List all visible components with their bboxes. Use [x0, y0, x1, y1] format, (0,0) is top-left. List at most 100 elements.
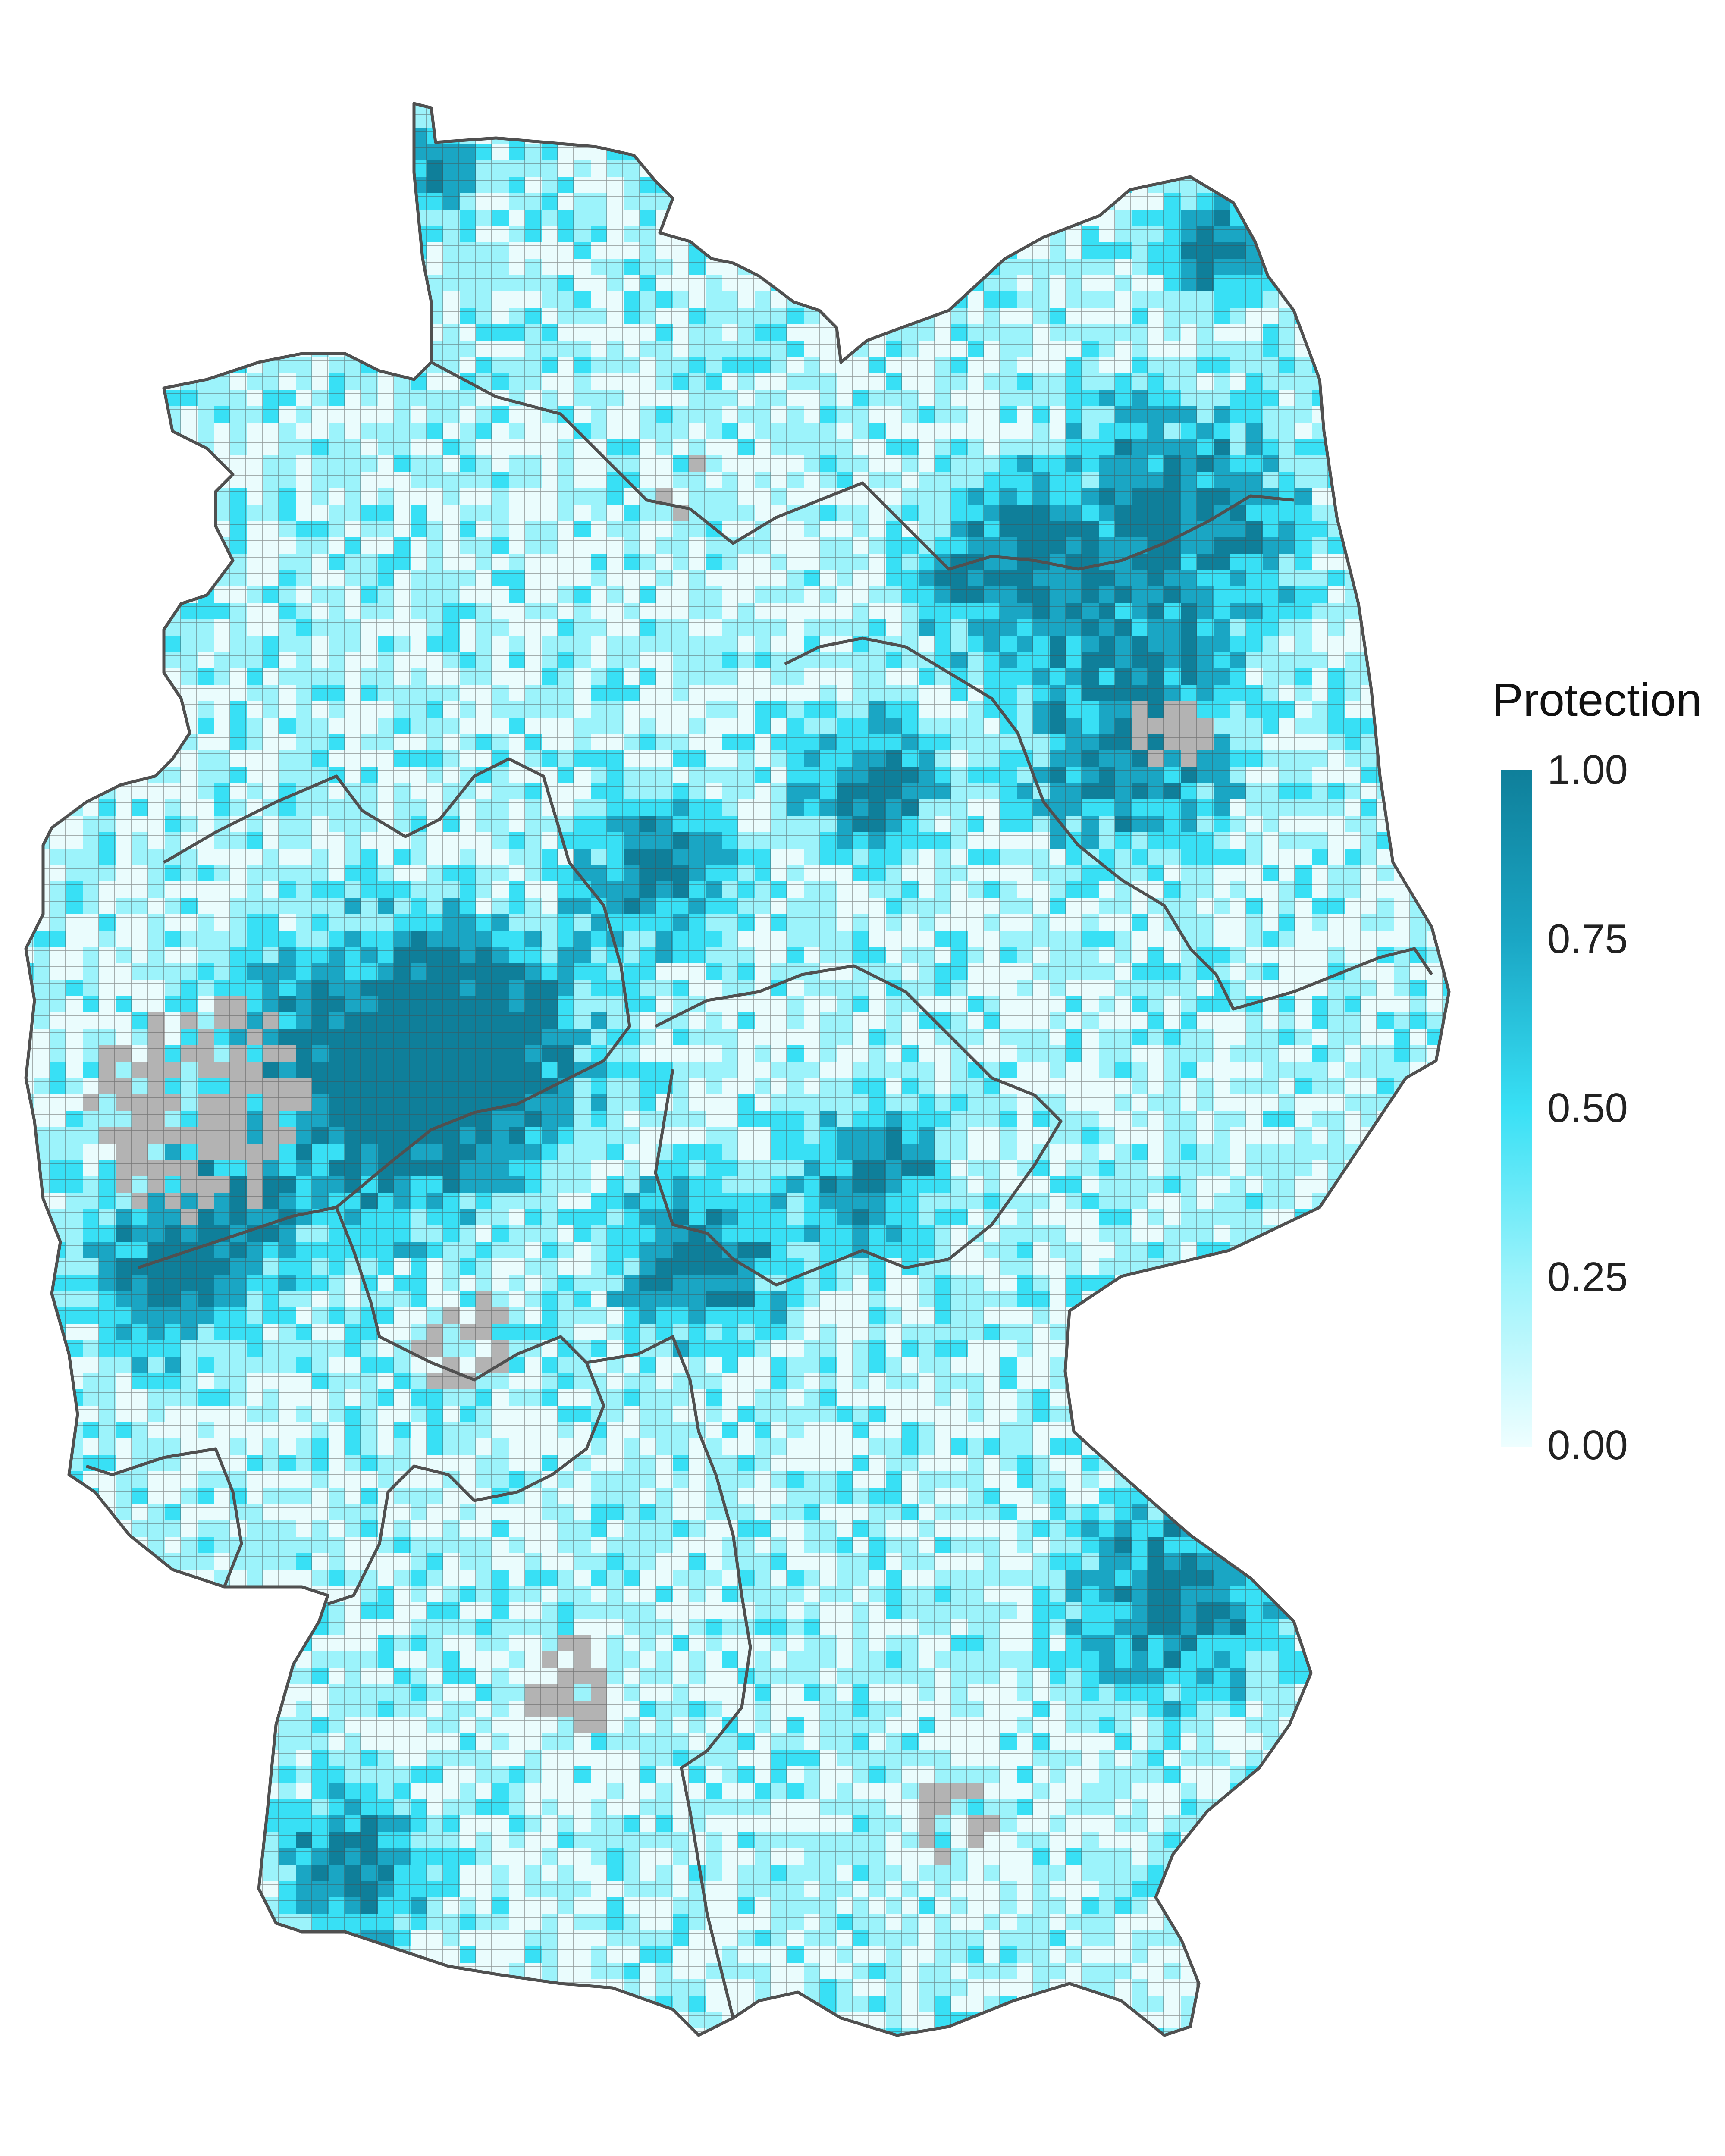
- grid-cell: [1345, 111, 1361, 128]
- grid-cell: [1312, 1324, 1328, 1340]
- grid-cell: [902, 291, 919, 308]
- grid-cell: [1328, 1455, 1345, 1471]
- grid-cell: [1279, 103, 1295, 111]
- grid-cell: [66, 472, 83, 488]
- grid-cell: [26, 357, 34, 373]
- grid-cell: [1197, 103, 1214, 111]
- grid-cell: [34, 1389, 50, 1406]
- grid-cell: [230, 275, 247, 291]
- grid-cell: [247, 160, 263, 177]
- grid-cell: [1197, 1291, 1214, 1307]
- grid-cell: [50, 193, 66, 210]
- grid-cell: [83, 308, 99, 324]
- grid-cell: [198, 488, 214, 505]
- grid-cell: [165, 488, 181, 505]
- grid-cell: [116, 505, 132, 521]
- grid-cell: [181, 554, 198, 570]
- grid-cell: [50, 767, 66, 783]
- grid-cell: [247, 259, 263, 275]
- grid-cell: [148, 226, 165, 242]
- grid-cell: [148, 193, 165, 210]
- grid-cell: [1246, 144, 1263, 160]
- grid-cell: [1197, 144, 1214, 160]
- grid-cell: [99, 177, 116, 193]
- grid-cell: [1279, 160, 1295, 177]
- grid-cell: [165, 111, 181, 128]
- grid-cell: [83, 750, 99, 767]
- grid-cell: [1361, 242, 1377, 259]
- grid-cell: [34, 1340, 50, 1357]
- grid-cell: [706, 193, 722, 210]
- grid-cell: [361, 193, 378, 210]
- grid-cell: [1263, 111, 1279, 128]
- grid-cell: [83, 636, 99, 652]
- grid-cell: [26, 144, 34, 160]
- grid-cell: [50, 505, 66, 521]
- grid-cell: [1099, 103, 1115, 111]
- grid-cell: [214, 259, 230, 275]
- grid-cell: [247, 275, 263, 291]
- grid-cell: [247, 291, 263, 308]
- grid-cell: [329, 324, 345, 341]
- grid-cell: [1197, 1340, 1214, 1357]
- grid-cell: [198, 210, 214, 226]
- grid-cell: [66, 537, 83, 554]
- grid-cell: [116, 193, 132, 210]
- grid-cell: [902, 193, 919, 210]
- grid-cell: [1295, 259, 1312, 275]
- grid-cell: [26, 1438, 34, 1455]
- grid-cell: [230, 291, 247, 308]
- grid-cell: [1443, 1209, 1449, 1225]
- grid-cell: [1443, 750, 1449, 767]
- grid-cell: [1443, 111, 1449, 128]
- grid-cell: [1099, 1324, 1115, 1340]
- grid-cell: [329, 160, 345, 177]
- grid-cell: [394, 177, 411, 193]
- grid-cell: [1263, 177, 1279, 193]
- grid-cell: [1443, 341, 1449, 357]
- grid-cell: [820, 275, 837, 291]
- grid-cell: [165, 537, 181, 554]
- grid-cell: [837, 242, 853, 259]
- grid-cell: [1377, 1242, 1394, 1258]
- grid-cell: [66, 259, 83, 275]
- grid-cell: [99, 570, 116, 586]
- grid-cell: [26, 439, 34, 455]
- grid-cell: [1377, 423, 1394, 439]
- grid-cell: [26, 1225, 34, 1242]
- grid-cell: [230, 128, 247, 144]
- grid-cell: [1181, 1291, 1197, 1307]
- grid-cell: [1099, 1357, 1115, 1373]
- grid-cell: [787, 144, 804, 160]
- grid-cell: [492, 103, 509, 111]
- grid-cell: [1164, 1275, 1181, 1291]
- grid-cell: [1394, 242, 1410, 259]
- grid-cell: [1394, 390, 1410, 406]
- grid-cell: [1148, 1275, 1164, 1291]
- grid-cell: [214, 103, 230, 111]
- grid-cell: [66, 734, 83, 750]
- grid-cell: [1394, 1324, 1410, 1340]
- grid-cell: [755, 259, 771, 275]
- grid-cell: [1345, 324, 1361, 341]
- grid-cell: [1394, 1357, 1410, 1373]
- grid-cell: [902, 177, 919, 193]
- grid-cell: [1295, 1406, 1312, 1422]
- grid-cell: [1361, 603, 1377, 619]
- grid-cell: [50, 1455, 66, 1471]
- grid-cell: [1345, 275, 1361, 291]
- grid-cell: [181, 505, 198, 521]
- grid-cell: [1377, 636, 1394, 652]
- grid-cell: [1328, 1340, 1345, 1357]
- grid-cell: [361, 160, 378, 177]
- grid-cell: [99, 668, 116, 685]
- grid-cell: [66, 701, 83, 718]
- grid-cell: [198, 537, 214, 554]
- grid-cell: [902, 103, 919, 111]
- grid-cell: [853, 144, 869, 160]
- grid-cell: [1214, 1291, 1230, 1307]
- grid-cell: [1427, 111, 1443, 128]
- grid-cell: [1443, 816, 1449, 832]
- grid-cell: [869, 226, 886, 242]
- grid-cell: [50, 521, 66, 537]
